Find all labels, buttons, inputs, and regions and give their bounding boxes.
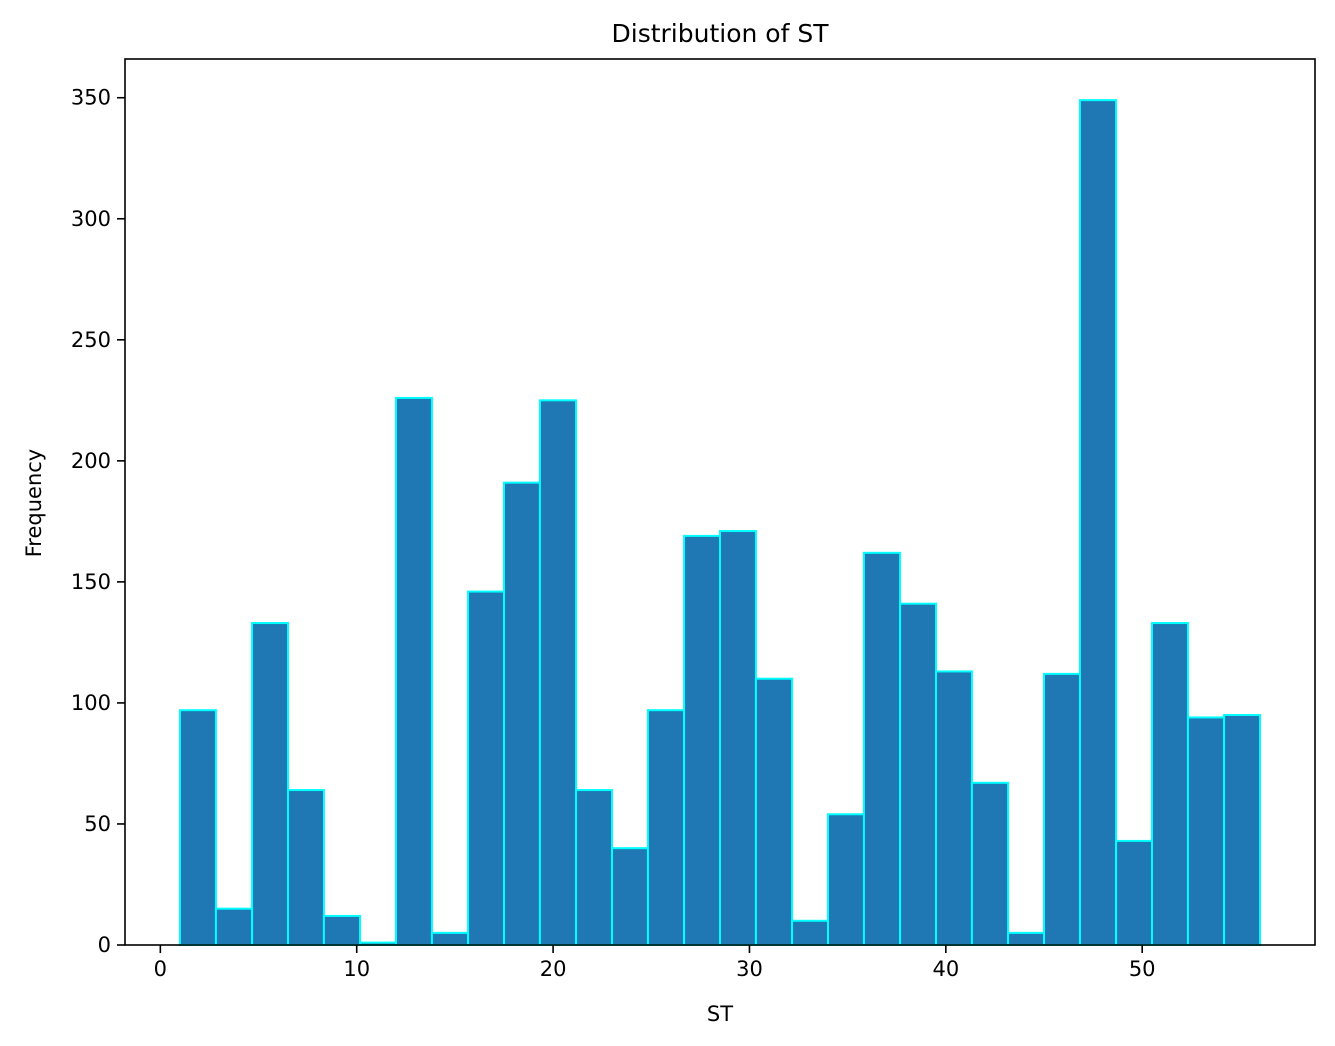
histogram-bar bbox=[862, 551, 902, 946]
histogram-bar bbox=[1223, 714, 1262, 947]
x-axis-label: ST bbox=[707, 1002, 733, 1026]
histogram-bar bbox=[719, 530, 757, 946]
histogram-bar bbox=[1115, 839, 1154, 946]
y-tick-label: 350 bbox=[71, 86, 111, 110]
histogram-bar bbox=[1043, 672, 1081, 946]
histogram-bar bbox=[646, 709, 686, 946]
histogram-bar bbox=[1078, 99, 1118, 946]
x-tick-label: 50 bbox=[1129, 957, 1156, 981]
histogram-bar bbox=[214, 907, 254, 947]
histogram-bar bbox=[935, 670, 973, 946]
histogram-bar bbox=[178, 709, 217, 946]
y-tick-label: 300 bbox=[71, 207, 111, 231]
histogram-bar bbox=[430, 931, 470, 947]
histogram-bar bbox=[899, 602, 938, 946]
histogram-bar bbox=[754, 677, 794, 946]
histogram-bar bbox=[1007, 931, 1046, 947]
x-tick-label: 30 bbox=[736, 957, 763, 981]
histogram-bar bbox=[467, 590, 505, 946]
plot-frame bbox=[124, 58, 1316, 946]
x-tick-label: 20 bbox=[540, 957, 567, 981]
histogram-bar bbox=[610, 847, 649, 946]
histogram-bar bbox=[538, 399, 578, 946]
histogram-bar bbox=[322, 914, 362, 946]
y-tick-label: 150 bbox=[71, 570, 111, 594]
histogram-bar bbox=[286, 789, 325, 946]
y-tick-label: 100 bbox=[71, 691, 111, 715]
histogram-bar bbox=[791, 919, 830, 947]
x-tick-label: 0 bbox=[154, 957, 167, 981]
y-tick-label: 250 bbox=[71, 328, 111, 352]
histogram-bar bbox=[251, 622, 289, 947]
x-tick-label: 10 bbox=[343, 957, 370, 981]
histogram-bar bbox=[575, 789, 613, 946]
histogram-bar bbox=[827, 813, 865, 946]
x-tick-label: 40 bbox=[932, 957, 959, 981]
histogram-bar bbox=[502, 481, 541, 946]
histogram-bar bbox=[394, 396, 433, 946]
y-axis-ticks: 0 50 100 150 200 250 300 350 bbox=[71, 86, 125, 957]
histogram-bar bbox=[970, 781, 1010, 946]
histogram-bar bbox=[683, 534, 721, 946]
y-tick-label: 0 bbox=[98, 933, 111, 957]
chart-title: Distribution of ST bbox=[612, 19, 830, 48]
y-tick-label: 50 bbox=[84, 812, 111, 836]
y-tick-label: 200 bbox=[71, 449, 111, 473]
y-axis-label: Frequency bbox=[22, 449, 46, 558]
bars-layer bbox=[178, 99, 1262, 947]
histogram-bar bbox=[1186, 716, 1226, 946]
histogram-bar bbox=[1151, 622, 1189, 947]
x-axis-ticks: 0 10 20 30 40 50 bbox=[154, 945, 1156, 981]
